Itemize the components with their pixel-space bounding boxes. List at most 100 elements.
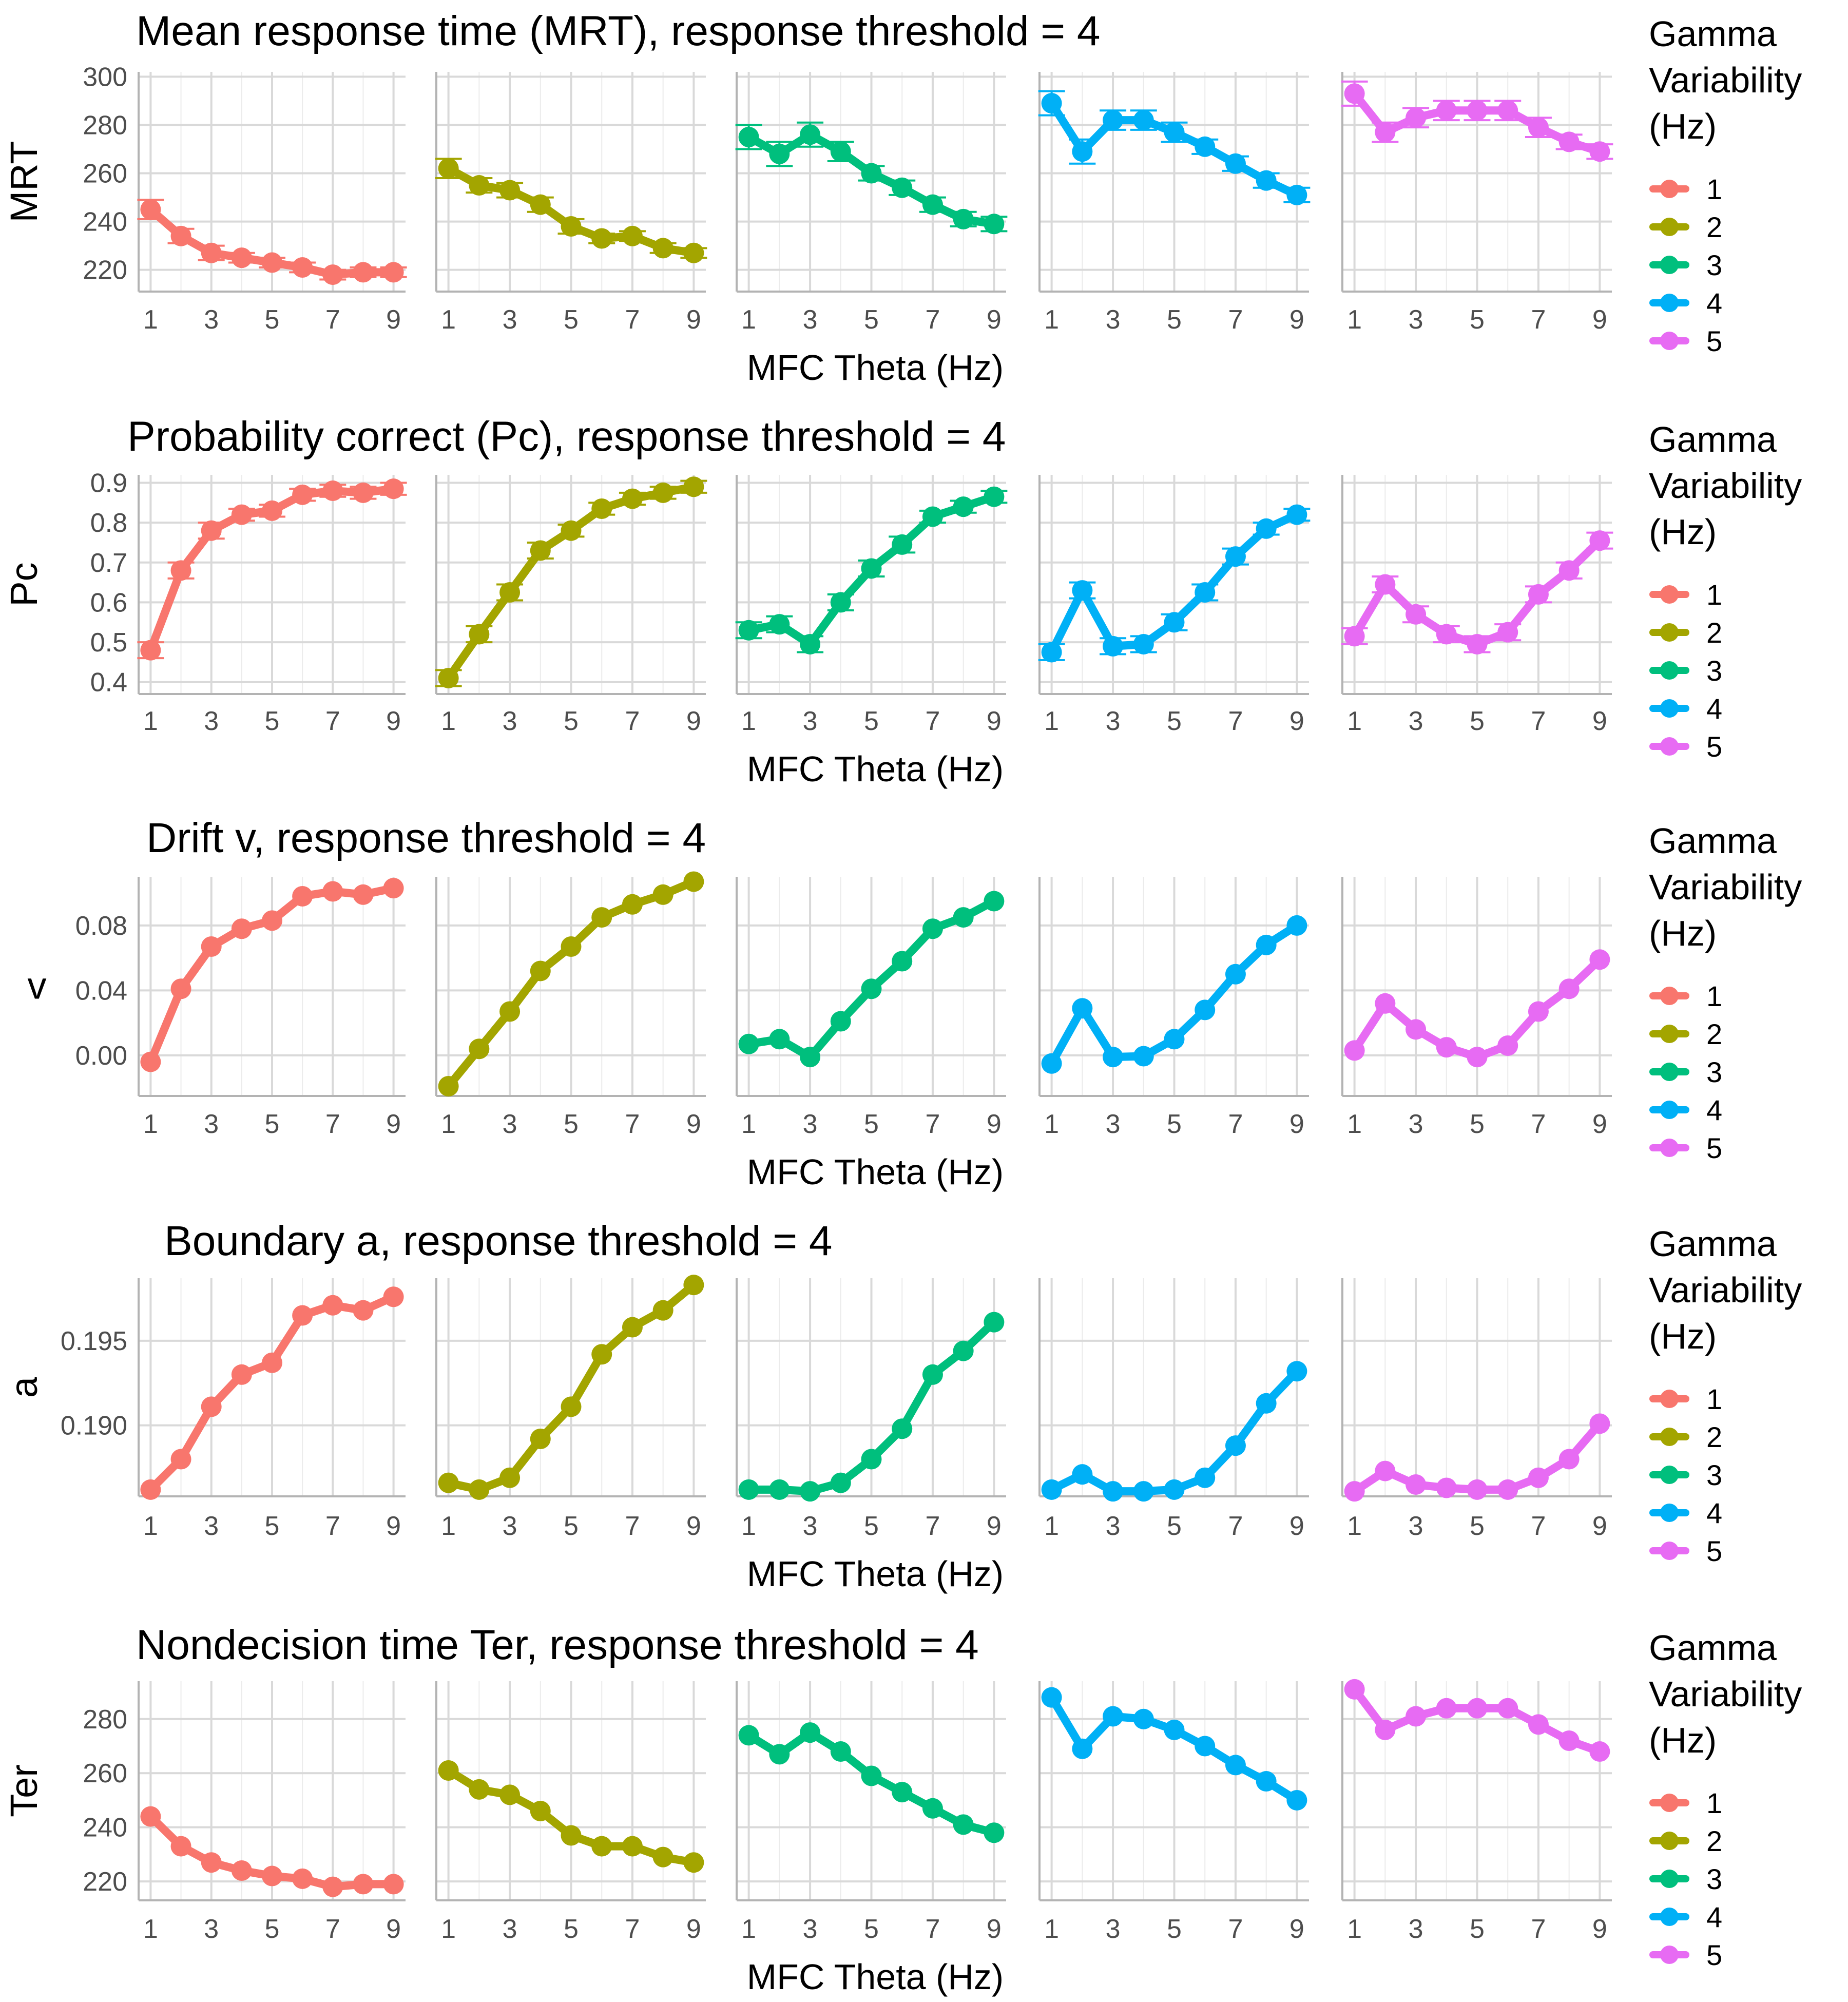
data-point — [984, 891, 1005, 912]
data-point — [530, 194, 551, 215]
legend-key-point — [1660, 585, 1679, 604]
x-tick-label: 3 — [803, 1511, 818, 1541]
x-tick-label: 3 — [803, 1109, 818, 1139]
chart-title: Nondecision time Ter, response threshold… — [136, 1622, 979, 1668]
legend-title: Variability — [1649, 1270, 1802, 1310]
x-tick-label: 3 — [803, 706, 818, 736]
data-point — [830, 141, 851, 162]
legend-item-label: 2 — [1706, 1421, 1722, 1453]
legend-item-label: 3 — [1706, 1459, 1722, 1491]
data-point — [469, 624, 490, 645]
legend-title: Gamma — [1649, 1628, 1777, 1668]
legend-item-label: 4 — [1706, 1094, 1722, 1126]
data-point — [469, 1038, 490, 1060]
x-tick-label: 9 — [987, 706, 1002, 736]
data-point — [922, 1364, 943, 1385]
legend-key-point — [1660, 1504, 1679, 1522]
data-point — [1072, 998, 1093, 1019]
y-tick-label: 0.00 — [75, 1041, 127, 1071]
x-tick-label: 3 — [204, 305, 219, 335]
data-point — [561, 936, 582, 957]
data-point — [1467, 1698, 1488, 1719]
data-point — [353, 1300, 374, 1321]
data-point — [769, 143, 790, 164]
data-point — [738, 126, 759, 147]
x-tick-label: 9 — [987, 1914, 1002, 1944]
x-tick-label: 3 — [803, 305, 818, 335]
chart-title: Mean response time (MRT), response thres… — [136, 8, 1101, 54]
data-point — [1225, 1755, 1246, 1776]
x-tick-label: 5 — [265, 1109, 280, 1139]
data-point — [683, 871, 704, 892]
y-tick-label: 0.8 — [90, 508, 127, 538]
data-point — [1286, 915, 1307, 936]
y-tick-label: 0.190 — [61, 1411, 127, 1441]
x-tick-label: 3 — [204, 1511, 219, 1541]
data-point — [1589, 949, 1610, 970]
panel-2-4: 1 3 5 7 9 — [1038, 475, 1311, 736]
x-tick-label: 9 — [386, 1109, 401, 1139]
data-point — [201, 1396, 222, 1417]
data-point — [231, 247, 252, 268]
data-point — [1103, 636, 1124, 657]
legend-item-label: 1 — [1706, 173, 1722, 205]
legend-item-label: 4 — [1706, 1497, 1722, 1529]
data-point — [1467, 1047, 1488, 1068]
data-point — [262, 1865, 282, 1886]
chart-title: Boundary a, response threshold = 4 — [164, 1218, 832, 1264]
data-point — [561, 216, 582, 237]
x-tick-label: 5 — [1470, 706, 1485, 736]
x-tick-label: 3 — [1106, 706, 1121, 736]
x-tick-label: 7 — [625, 706, 640, 736]
data-point — [1375, 122, 1396, 143]
data-point — [984, 486, 1005, 507]
chart-row-5: Nondecision time Ter, response threshold… — [3, 1622, 1802, 1997]
legend-title: (Hz) — [1649, 913, 1717, 953]
data-point — [622, 1317, 643, 1338]
panel-5-1: 1 3 5 7 9 — [138, 1681, 406, 1944]
data-point — [322, 1876, 343, 1897]
data-point — [1406, 604, 1427, 625]
data-point — [622, 894, 643, 915]
legend-item-label: 3 — [1706, 654, 1722, 687]
data-point — [1528, 117, 1549, 138]
y-tick-label: 220 — [83, 1867, 127, 1897]
legend-key-point — [1660, 1063, 1679, 1081]
x-tick-label: 3 — [503, 1914, 517, 1944]
x-tick-label: 9 — [686, 1914, 701, 1944]
x-tick-label: 1 — [441, 706, 456, 736]
chart-title: Drift v, response threshold = 4 — [146, 815, 706, 861]
x-tick-label: 5 — [1470, 1109, 1485, 1139]
data-point — [469, 1779, 490, 1800]
x-tick-label: 5 — [864, 1511, 879, 1541]
data-point — [1041, 642, 1062, 663]
data-point — [1195, 1736, 1216, 1757]
legend-title: Variability — [1649, 1674, 1802, 1714]
data-point — [800, 1481, 821, 1502]
legend-key-point — [1660, 218, 1679, 236]
data-point — [591, 498, 612, 519]
data-point — [499, 1467, 521, 1488]
x-axis-label: MFC Theta (Hz) — [747, 1957, 1004, 1997]
panel-1-5: 1 3 5 7 9 — [1341, 72, 1613, 335]
legend-title: (Hz) — [1649, 1720, 1717, 1760]
data-point — [800, 1722, 821, 1743]
data-point — [1133, 1481, 1154, 1502]
panel-2-5: 1 3 5 7 9 — [1341, 475, 1613, 736]
data-point — [1344, 1481, 1365, 1502]
data-point — [953, 208, 974, 229]
data-point — [892, 534, 913, 555]
data-point — [861, 163, 882, 184]
x-tick-label: 1 — [1044, 1511, 1059, 1541]
data-point — [231, 1860, 252, 1881]
x-tick-label: 9 — [686, 1511, 701, 1541]
legend-key-point — [1660, 1832, 1679, 1850]
data-point — [1225, 153, 1246, 174]
data-point — [1375, 574, 1396, 595]
data-point — [1375, 1460, 1396, 1481]
data-point — [438, 158, 459, 179]
x-tick-label: 7 — [1228, 1511, 1243, 1541]
x-tick-label: 1 — [741, 1511, 756, 1541]
data-point — [231, 918, 252, 939]
x-axis-label: MFC Theta (Hz) — [747, 348, 1004, 388]
